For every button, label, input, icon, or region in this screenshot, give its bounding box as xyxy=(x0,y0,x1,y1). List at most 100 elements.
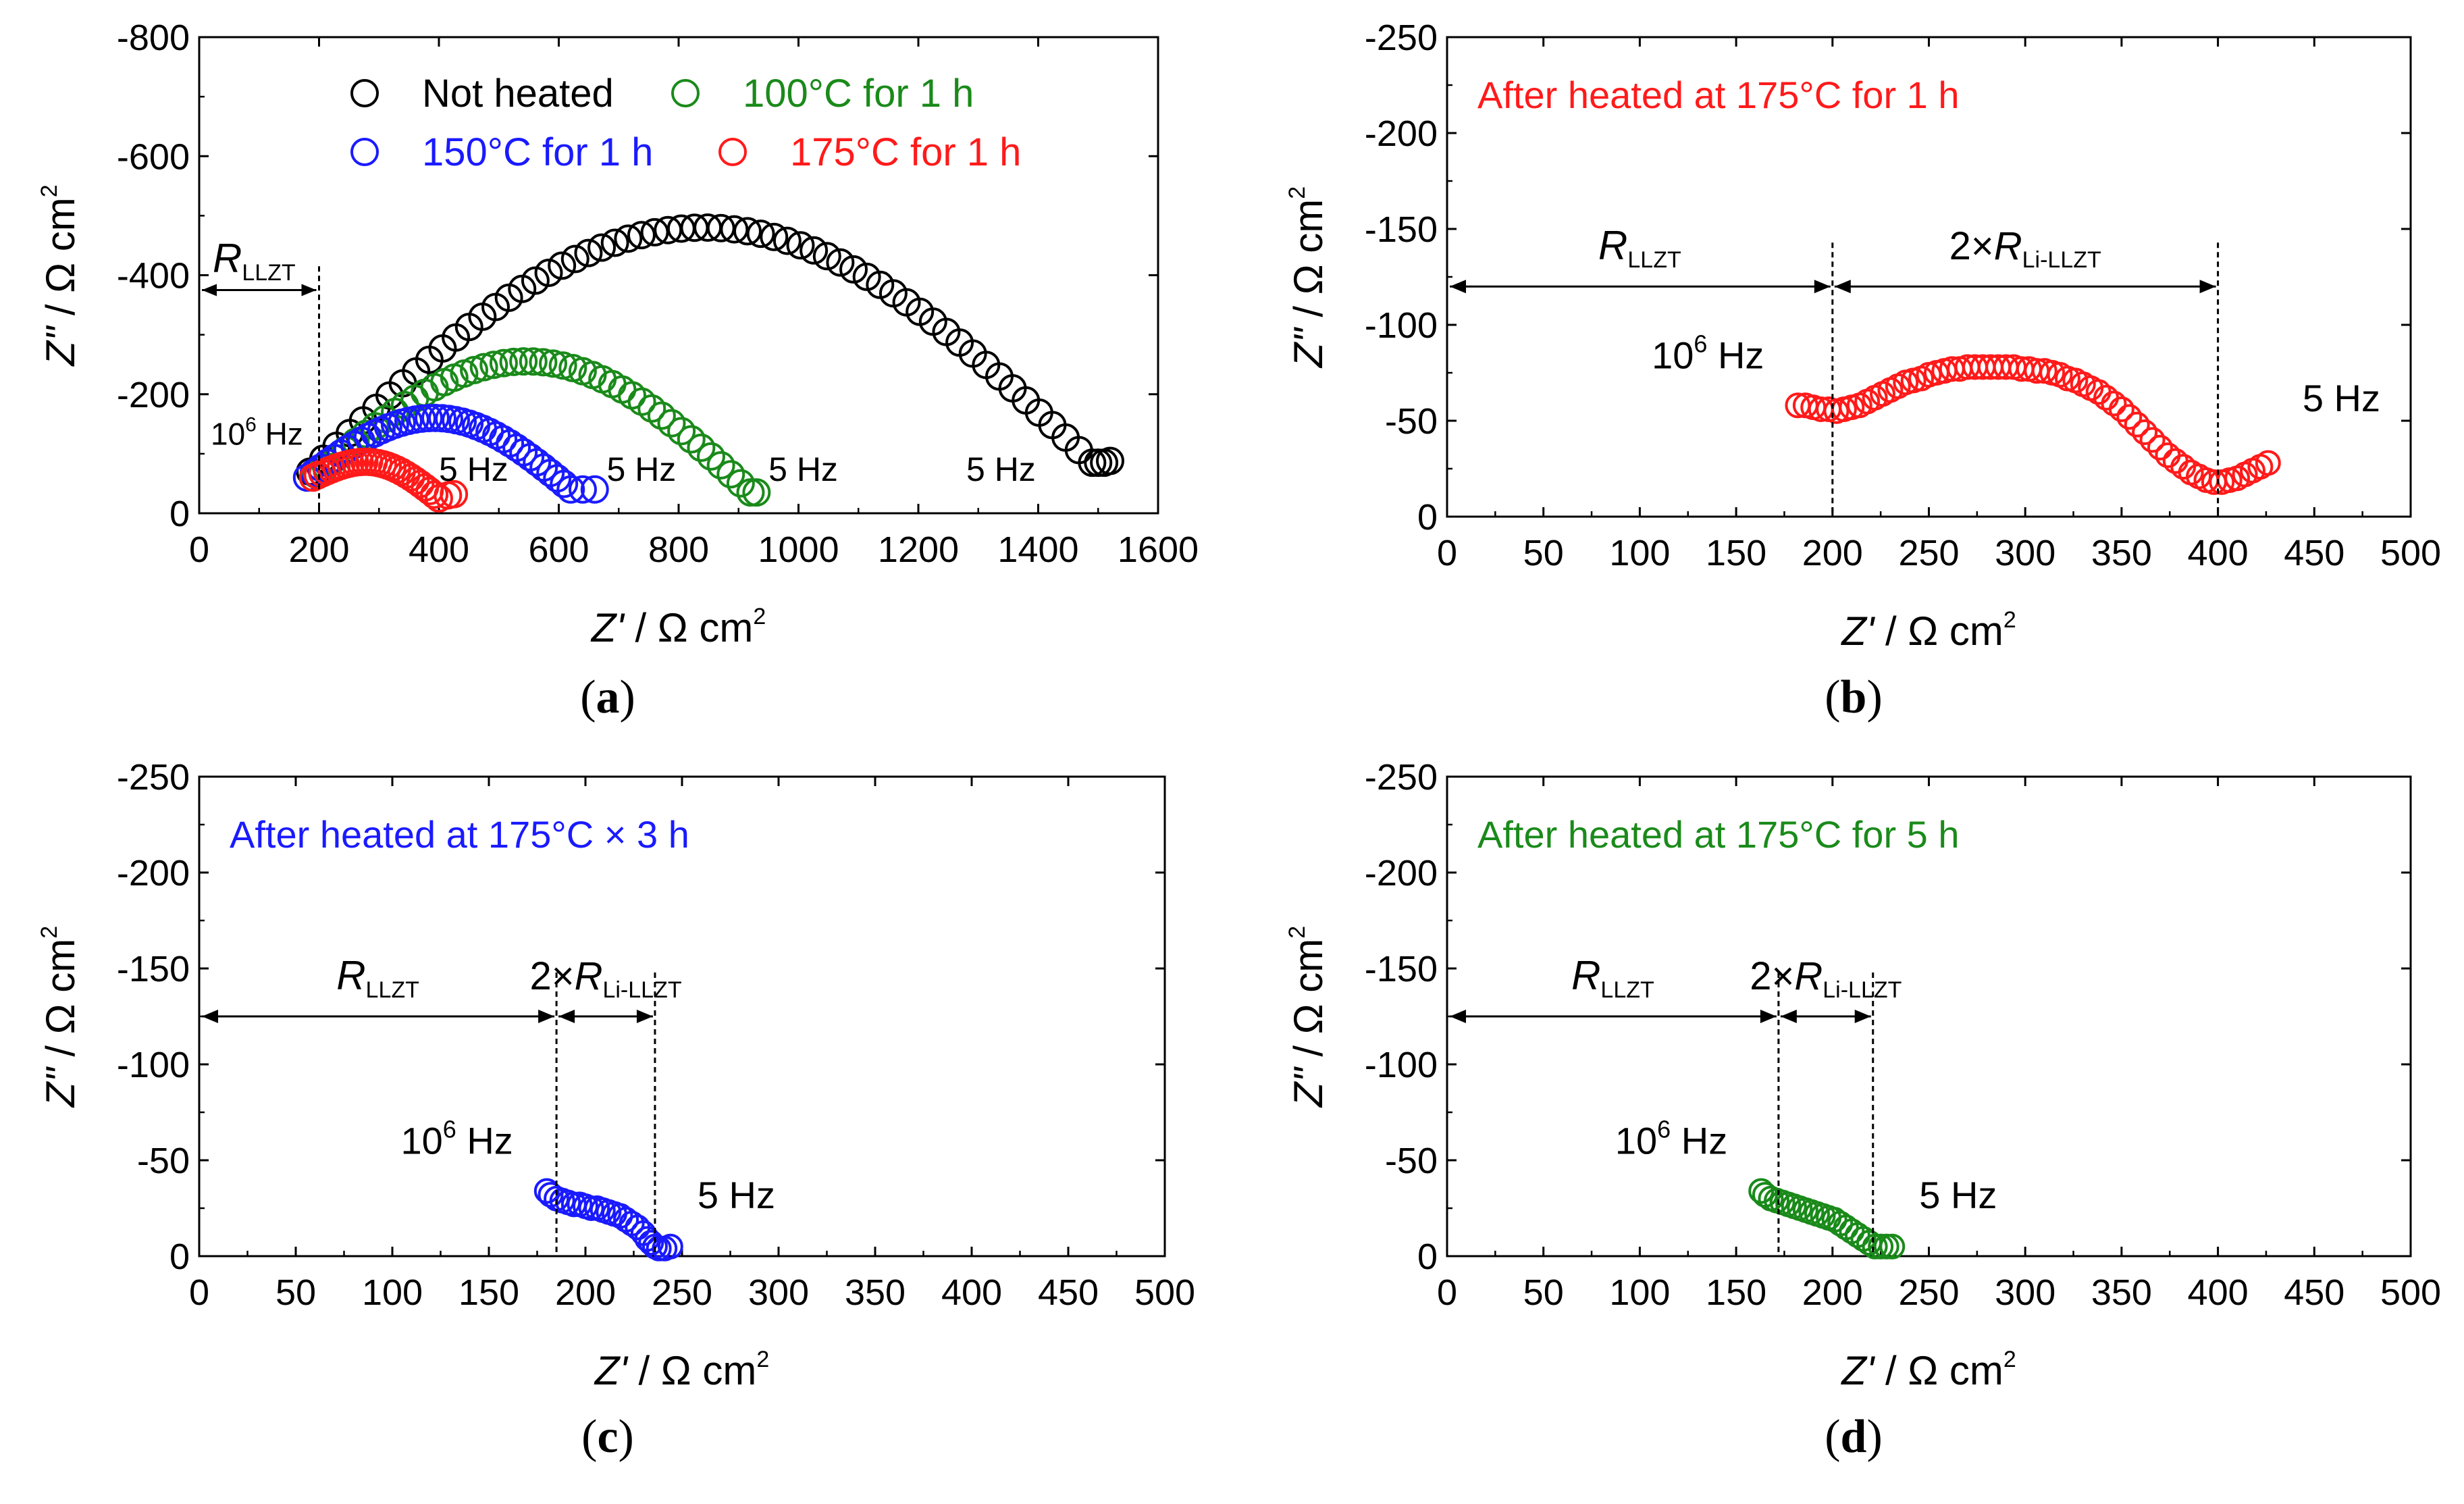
x-tick-label: 1600 xyxy=(1118,529,1199,570)
data-point xyxy=(742,478,771,507)
legend-label: 175°C for 1 h xyxy=(790,130,1021,174)
r-li-llzt-label: 2×RLi-LLZT xyxy=(1949,224,2101,273)
y-tick-label: -250 xyxy=(1365,757,1438,798)
r-llzt-label: RLLZT xyxy=(336,953,419,1003)
r-li-llzt-label: 2×RLi-LLZT xyxy=(1750,954,1902,1003)
start-frequency-label: 106 Hz xyxy=(1652,330,1764,376)
start-frequency-label: 106 Hz xyxy=(400,1115,513,1162)
data-point xyxy=(539,349,568,378)
data-point xyxy=(1873,1233,1899,1260)
panel-title: After heated at 175°C for 1 h xyxy=(1477,74,1960,116)
data-point xyxy=(499,347,528,376)
legend: Not heated 100°C for 1 h 150°C for 1 h 175°… xyxy=(350,72,1021,174)
data-point xyxy=(2132,419,2158,446)
x-tick-label: 1000 xyxy=(758,529,839,570)
y-axis-title: Z" / Ω cm2 xyxy=(1284,926,1331,1108)
legend-marker xyxy=(718,138,747,166)
data-point xyxy=(627,221,656,250)
x-tick-label: 400 xyxy=(409,529,469,570)
y-tick-label: -250 xyxy=(1365,18,1438,58)
data-point xyxy=(1879,1233,1906,1260)
data-point xyxy=(839,255,868,284)
data-point xyxy=(667,417,696,446)
x-axis-title: Z' / Ω cm2 xyxy=(1840,1347,2016,1393)
y-tick-label: -800 xyxy=(117,18,190,58)
data-point xyxy=(538,1182,564,1208)
x-tick-label: 250 xyxy=(1898,1272,1959,1313)
data-point xyxy=(760,222,789,251)
data-point xyxy=(2255,450,2281,476)
data-point xyxy=(469,353,498,382)
end-frequency-label: 5 Hz xyxy=(1919,1174,1997,1216)
x-tick-label: 0 xyxy=(1437,1272,1457,1313)
y-tick-label: -400 xyxy=(117,256,190,296)
data-point xyxy=(578,1195,604,1221)
legend-marker xyxy=(350,138,379,166)
legend-label: 100°C for 1 h xyxy=(743,72,974,115)
data-point xyxy=(509,347,538,376)
data-point xyxy=(2108,396,2134,422)
panel-caption: (d) xyxy=(1825,1411,1883,1463)
data-point xyxy=(812,242,841,271)
x-tick-label: 100 xyxy=(1609,533,1670,573)
x-tick-label: 0 xyxy=(1437,533,1457,573)
data-point xyxy=(548,351,577,380)
x-tick-label: 500 xyxy=(2380,1272,2441,1313)
series-175-c-for-1-h xyxy=(1785,354,2281,495)
x-tick-label: 1400 xyxy=(997,529,1078,570)
y-tick-label: -50 xyxy=(1385,1141,1438,1181)
series-175-c-for-5-h xyxy=(1748,1178,1906,1260)
arrow-head xyxy=(202,1010,218,1023)
x-axis-title: Z' / Ω cm2 xyxy=(590,604,766,650)
arrow-head xyxy=(1834,280,1851,294)
y-tick-label: -150 xyxy=(117,949,190,989)
data-point xyxy=(706,450,735,479)
r-li-llzt-label: 2×RLi-LLZT xyxy=(529,954,681,1003)
data-point xyxy=(396,463,425,492)
data-point xyxy=(560,244,589,274)
arrow-head xyxy=(558,1010,575,1023)
y-tick-label: -200 xyxy=(1365,853,1438,893)
data-point xyxy=(2147,434,2173,461)
data-point xyxy=(519,347,548,376)
legend-label: Not heated xyxy=(422,72,614,115)
end-frequency-label: 5 Hz xyxy=(768,450,838,488)
y-tick-label: 0 xyxy=(1417,497,1438,538)
arrow-head xyxy=(1450,1010,1466,1023)
data-point xyxy=(800,236,829,265)
data-point xyxy=(550,469,579,498)
data-point xyxy=(614,224,643,253)
x-tick-label: 200 xyxy=(1802,1272,1863,1313)
arrow-head xyxy=(1450,280,1466,294)
x-tick-label: 50 xyxy=(1523,533,1564,573)
x-tick-label: 200 xyxy=(288,529,349,570)
y-tick-label: 0 xyxy=(1417,1237,1438,1277)
data-point xyxy=(1868,1233,1894,1260)
y-tick-label: 0 xyxy=(169,1237,190,1277)
data-point xyxy=(637,394,666,423)
data-point xyxy=(521,266,550,295)
panel-title: After heated at 175°C × 3 h xyxy=(230,813,689,856)
x-tick-label: 450 xyxy=(1038,1272,1099,1313)
end-frequency-label: 5 Hz xyxy=(698,1174,775,1216)
panel-caption: (a) xyxy=(580,671,635,723)
data-point xyxy=(687,434,716,463)
data-point xyxy=(697,442,726,471)
panel-a: 0 200 400 600 800 1000 1200 1400 1600 0 -200 -400 -6… xyxy=(36,18,1199,723)
data-point xyxy=(534,259,563,288)
x-tick-label: 150 xyxy=(458,1272,519,1313)
data-point xyxy=(2101,390,2127,417)
data-point xyxy=(600,228,629,257)
x-tick-label: 300 xyxy=(748,1272,809,1313)
end-frequency-label: 5 Hz xyxy=(607,450,677,488)
y-tick-label: -50 xyxy=(137,1141,190,1181)
x-tick-label: 450 xyxy=(2284,533,2344,573)
data-point xyxy=(1862,1233,1888,1260)
panel-title: After heated at 175°C for 5 h xyxy=(1477,813,1960,856)
start-frequency-label: 106 Hz xyxy=(1615,1115,1727,1162)
y-tick-label: 0 xyxy=(169,494,190,534)
start-frequency-label: 106 Hz xyxy=(211,414,303,452)
x-tick-label: 250 xyxy=(1898,533,1959,573)
r-llzt-label: RLLZT xyxy=(213,236,296,286)
